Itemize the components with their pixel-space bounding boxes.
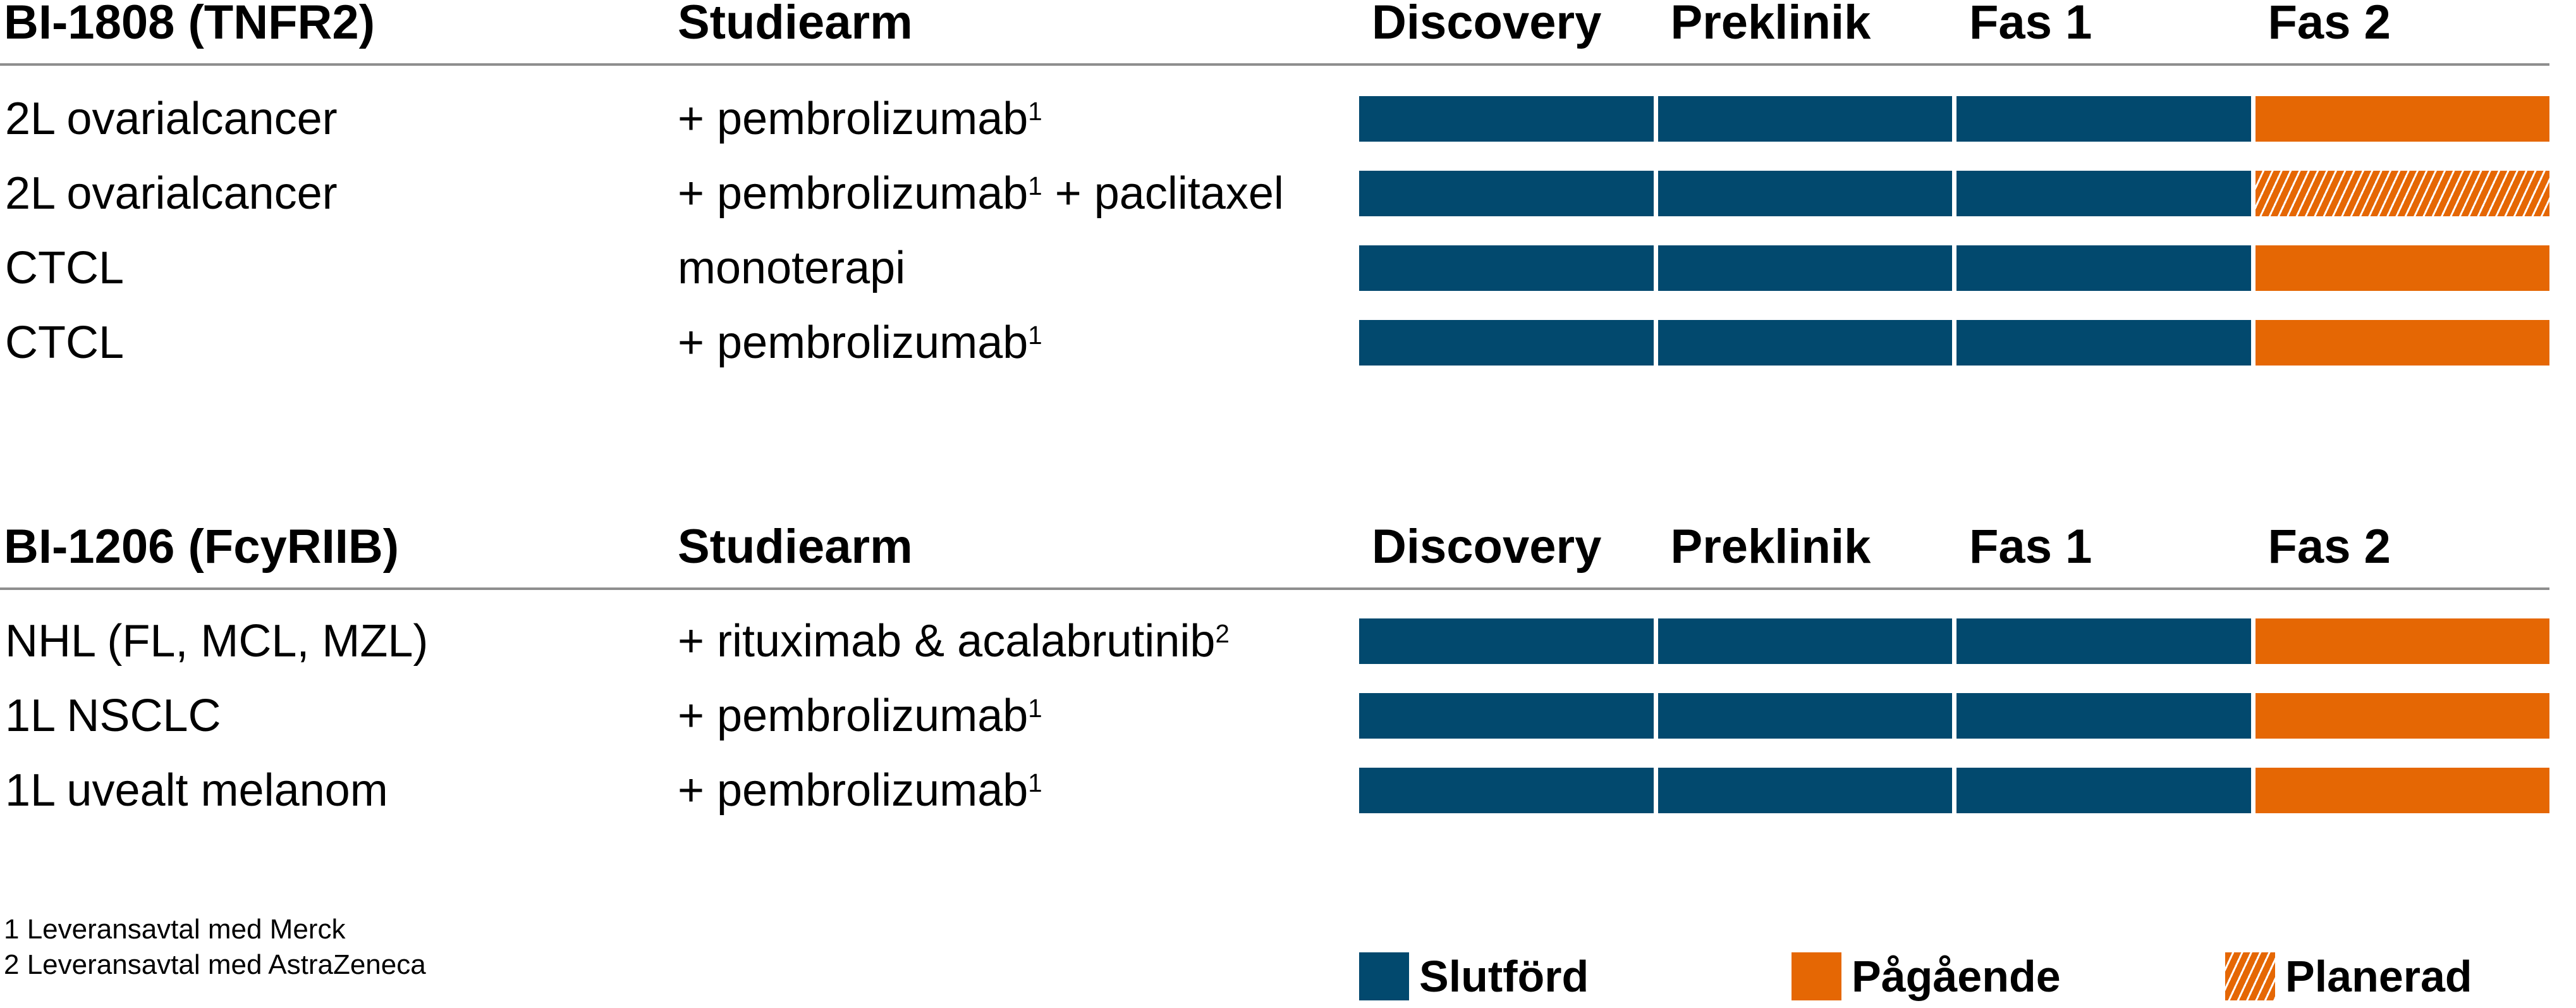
arm-text: + pembrolizumab [678,168,1029,219]
arm-label: + pembrolizumab1 + paclitaxel [678,171,1284,216]
legend-item: Slutförd [1359,952,1589,1000]
bar-segment-fas-2 [2255,768,2549,813]
legend-swatch-completed [1359,952,1409,1000]
arm-label: + pembrolizumab1 [678,768,1042,813]
pipeline-row: CTCL + pembrolizumab1 [0,320,2576,366]
section-header-row: BI-1206 (FcyRIIB) Studiearm Discovery Pre… [0,520,2549,590]
indication-label: NHL (FL, MCL, MZL) [5,616,429,667]
bar-segment-fas-1 [1956,768,2251,813]
phase-column-header: Fas 1 [1969,0,2092,49]
phase-column-header: Fas 2 [2268,0,2391,49]
phase-bar [1359,693,2549,739]
pipeline-row: 1L NSCLC + pembrolizumab1 [0,693,2576,739]
program-title: BI-1808 (TNFR2) [4,0,375,49]
bar-segment-preklinik [1657,320,1952,366]
indication-label: 1L uvealt melanom [5,765,388,816]
legend-item: Planerad [2225,952,2472,1000]
arm-text: monoterapi [678,243,906,293]
indication-label: 1L NSCLC [5,691,221,741]
pipeline-row: CTCL monoterapi [0,245,2576,291]
phase-column-header: Preklinik [1670,0,1871,49]
indication-label: 2L ovarialcancer [5,94,338,144]
arm-column-header: Studiearm [678,0,913,49]
arm-label: + pembrolizumab1 [678,320,1042,366]
phase-bar [1359,320,2549,366]
phase-bar [1359,171,2549,216]
pipeline-row: 2L ovarialcancer + pembrolizumab1 [0,96,2576,142]
pipeline-row: 2L ovarialcancer + pembrolizumab1 + pacli… [0,171,2576,216]
bar-segment-fas-2 [2255,96,2549,142]
bar-segment-fas-2 [2255,245,2549,291]
bar-segment-fas-2 [2255,171,2549,216]
legend-swatch-ongoing [1792,952,1841,1000]
legend-item: Pågående [1792,952,2061,1000]
footnotes: 1 Leveransavtal med Merck 2 Leveransavtal… [4,912,426,983]
arm-column-header: Studiearm [678,520,913,574]
bar-segment-discovery [1359,245,1654,291]
bar-segment-preklinik [1657,245,1952,291]
bar-segment-fas-1 [1956,693,2251,739]
indication-label: CTCL [5,243,125,293]
footnote: 1 Leveransavtal med Merck [4,914,346,945]
arm-label: monoterapi [678,245,905,291]
bar-segment-preklinik [1657,171,1952,216]
legend-swatch-planned [2225,952,2275,1000]
phase-column-header: Discovery [1372,0,1602,49]
arm-text: + pembrolizumab [678,317,1029,368]
arm-label: + rituximab & acalabrutinib2 [678,618,1230,664]
footnote-marker: 1 [1028,320,1042,350]
footnote: 2 Leveransavtal med AstraZeneca [4,949,426,980]
bar-segment-discovery [1359,96,1654,142]
pipeline-row: NHL (FL, MCL, MZL) + rituximab & acalabru… [0,618,2576,664]
legend-label: Slutförd [1419,952,1589,1001]
footnote-marker: 1 [1028,693,1042,723]
pipeline-row: 1L uvealt melanom + pembrolizumab1 [0,768,2576,813]
bar-segment-fas-2 [2255,693,2549,739]
footnote-marker: 1 [1028,768,1042,797]
bar-segment-preklinik [1657,96,1952,142]
bar-segment-preklinik [1657,768,1952,813]
footnote-marker: 1 [1028,96,1042,126]
phase-column-header: Discovery [1372,520,1602,574]
legend-label: Pågående [1852,952,2061,1001]
phase-column-header: Fas 2 [2268,520,2391,574]
phase-bar [1359,618,2549,664]
section-header-row: BI-1808 (TNFR2) Studiearm Discovery Prekl… [0,0,2549,66]
phase-bar [1359,245,2549,291]
arm-text: + pembrolizumab [678,765,1029,816]
bar-segment-fas-1 [1956,245,2251,291]
arm-text: + pembrolizumab [678,94,1029,144]
bar-segment-discovery [1359,171,1654,216]
indication-label: CTCL [5,317,125,368]
bar-segment-fas-1 [1956,171,2251,216]
footnote-marker: 1 [1028,171,1042,200]
bar-segment-discovery [1359,320,1654,366]
footnote-marker: 2 [1215,618,1230,648]
phase-bar [1359,768,2549,813]
indication-label: 2L ovarialcancer [5,168,338,219]
arm-text: + pembrolizumab [678,691,1029,741]
arm-label: + pembrolizumab1 [678,693,1042,739]
bar-segment-fas-2 [2255,320,2549,366]
arm-text: + paclitaxel [1042,168,1284,219]
phase-column-header: Preklinik [1670,520,1871,574]
bar-segment-discovery [1359,618,1654,664]
bar-segment-fas-1 [1956,320,2251,366]
arm-text: + rituximab & acalabrutinib [678,616,1216,667]
section-rows: 2L ovarialcancer + pembrolizumab1 2L ovari… [0,96,2576,395]
bar-segment-discovery [1359,693,1654,739]
phase-bar [1359,96,2549,142]
legend-label: Planerad [2285,952,2472,1001]
arm-label: + pembrolizumab1 [678,96,1042,142]
bar-segment-fas-1 [1956,618,2251,664]
bar-segment-preklinik [1657,693,1952,739]
bar-segment-fas-1 [1956,96,2251,142]
section-rows: NHL (FL, MCL, MZL) + rituximab & acalabru… [0,618,2576,842]
bar-segment-discovery [1359,768,1654,813]
program-title: BI-1206 (FcyRIIB) [4,520,400,574]
phase-column-header: Fas 1 [1969,520,2092,574]
bar-segment-preklinik [1657,618,1952,664]
bar-segment-fas-2 [2255,618,2549,664]
